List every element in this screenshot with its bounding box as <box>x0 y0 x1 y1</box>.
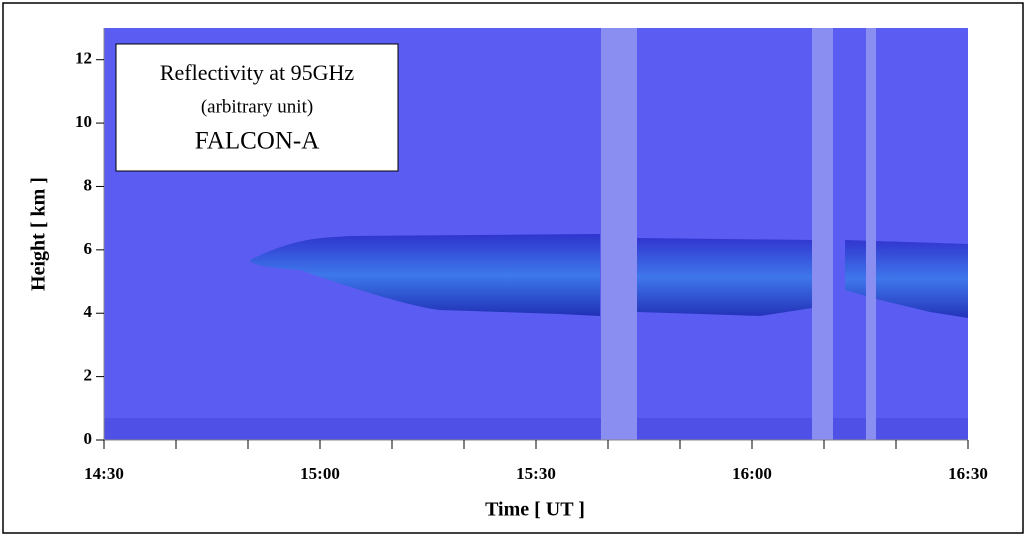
y-tick-label: 10 <box>75 112 92 131</box>
y-axis-label: Height [ km ] <box>28 177 50 291</box>
cloud <box>637 238 812 316</box>
y-tick-label: 4 <box>84 302 93 321</box>
annotation: (arbitrary unit) <box>201 96 313 117</box>
y-tick-label: 12 <box>75 49 92 68</box>
data-gap <box>866 28 876 440</box>
cloud <box>250 234 600 316</box>
x-tick-label: 16:00 <box>732 464 772 483</box>
annotation: Reflectivity at 95GHz <box>160 60 355 85</box>
y-tick-label: 2 <box>84 366 93 385</box>
y-tick-label: 8 <box>84 175 93 194</box>
data-gap <box>601 28 637 440</box>
y-tick-label: 0 <box>84 429 93 448</box>
annotation-box <box>115 43 399 172</box>
x-tick-label: 15:30 <box>516 464 556 483</box>
data-gap <box>812 28 833 440</box>
plot-image <box>104 28 968 440</box>
annotation: FALCON-A <box>195 128 320 155</box>
x-tick-label: 14:30 <box>84 464 124 483</box>
x-tick-label: 16:30 <box>948 464 988 483</box>
y-tick-label: 6 <box>84 239 93 258</box>
ground-clutter <box>104 418 968 440</box>
x-axis-label: Time [ UT ] <box>485 499 585 521</box>
x-tick-label: 15:00 <box>300 464 340 483</box>
